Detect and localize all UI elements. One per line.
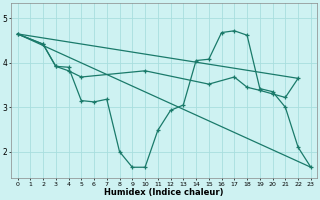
X-axis label: Humidex (Indice chaleur): Humidex (Indice chaleur) <box>104 188 224 197</box>
